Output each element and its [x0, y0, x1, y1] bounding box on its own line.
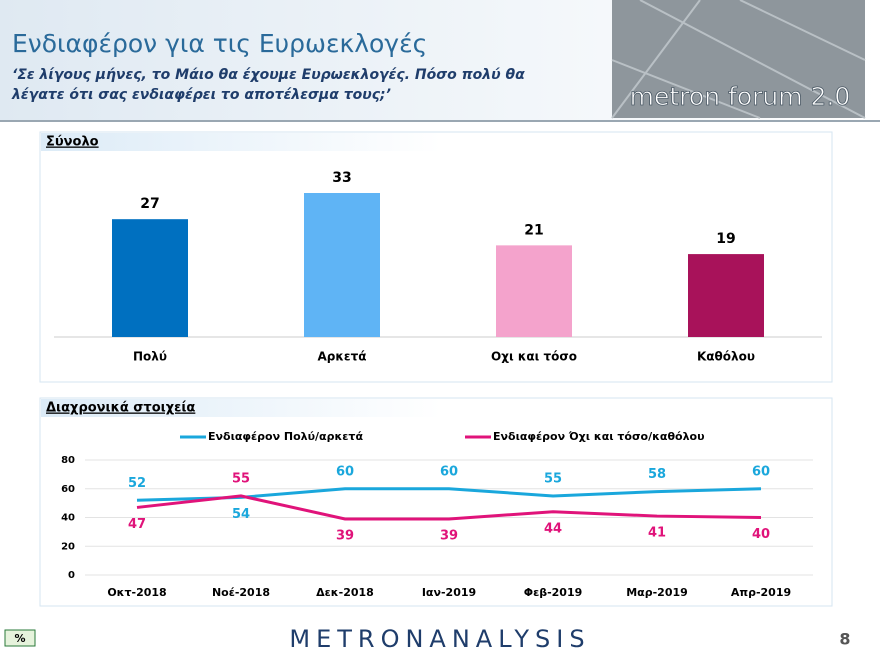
subtitle: λέγατε ότι σας ενδιαφέρει το αποτέλεσμα …: [11, 87, 391, 103]
x-tick-label: Ιαν-2019: [422, 586, 476, 599]
badge-text: %: [14, 632, 25, 645]
value-label: 60: [440, 464, 458, 479]
brand: METRONANALYSIS: [289, 625, 590, 653]
subtitle: ‘Σε λίγους μήνες, το Μάιο θα έχουμε Ευρω…: [12, 67, 525, 83]
logo-image: [612, 0, 865, 118]
x-tick-label: Μαρ-2019: [626, 586, 688, 599]
value-label: 44: [544, 521, 562, 536]
value-label: 60: [336, 464, 354, 479]
y-tick-label: 60: [61, 484, 75, 495]
logo-text: metron forum 2.0: [630, 82, 851, 111]
value-label: 40: [752, 527, 770, 542]
value-label: 33: [332, 170, 351, 186]
value-label: 58: [648, 467, 666, 482]
x-tick-label: Δεκ-2018: [316, 586, 374, 599]
y-tick-label: 20: [61, 541, 75, 552]
x-tick-label: Απρ-2019: [731, 586, 791, 599]
chart-title-bar: [41, 399, 441, 417]
y-tick-label: 0: [68, 570, 75, 581]
value-label: 55: [232, 471, 250, 486]
chart-title-bar: [41, 133, 441, 151]
chart-title: Σύνολο: [46, 135, 99, 150]
x-tick-label: Νοέ-2018: [212, 586, 270, 599]
value-label: 27: [140, 196, 159, 212]
value-label: 19: [716, 231, 735, 247]
legend-label: Ενδιαφέρον Όχι και τόσο/καθόλου: [493, 430, 705, 443]
x-tick-label: Πολύ: [133, 350, 167, 364]
page-number: 8: [839, 630, 850, 649]
x-tick-label: Φεβ-2019: [524, 586, 583, 599]
x-tick-label: Αρκετά: [318, 350, 367, 364]
x-tick-label: Οχι και τόσο: [491, 350, 577, 364]
chart-box: [39, 397, 833, 607]
bar: [496, 245, 572, 337]
logo-pattern: [611, 0, 866, 119]
value-label: 54: [232, 507, 250, 522]
value-label: 21: [524, 222, 543, 238]
x-tick-label: Οκτ-2018: [107, 586, 166, 599]
bar: [688, 254, 764, 337]
value-label: 41: [648, 526, 666, 541]
slide-title: Ενδιαφέρον για τις Ευρωεκλογές: [12, 29, 427, 58]
value-label: 39: [440, 528, 458, 543]
chart-title: Διαχρονικά στοιχεία: [46, 401, 195, 416]
y-tick-label: 40: [61, 513, 75, 524]
value-label: 55: [544, 471, 562, 486]
bar: [112, 219, 188, 337]
legend-label: Ενδιαφέρον Πολύ/αρκετά: [208, 430, 363, 443]
bar: [304, 193, 380, 337]
badge: [4, 629, 36, 647]
line: [136, 494, 762, 521]
value-label: 39: [336, 528, 354, 543]
x-tick-label: Καθόλου: [697, 350, 755, 364]
value-label: 47: [128, 517, 146, 532]
y-tick-label: 80: [61, 455, 75, 466]
value-label: 60: [752, 464, 770, 479]
value-label: 52: [128, 476, 146, 491]
